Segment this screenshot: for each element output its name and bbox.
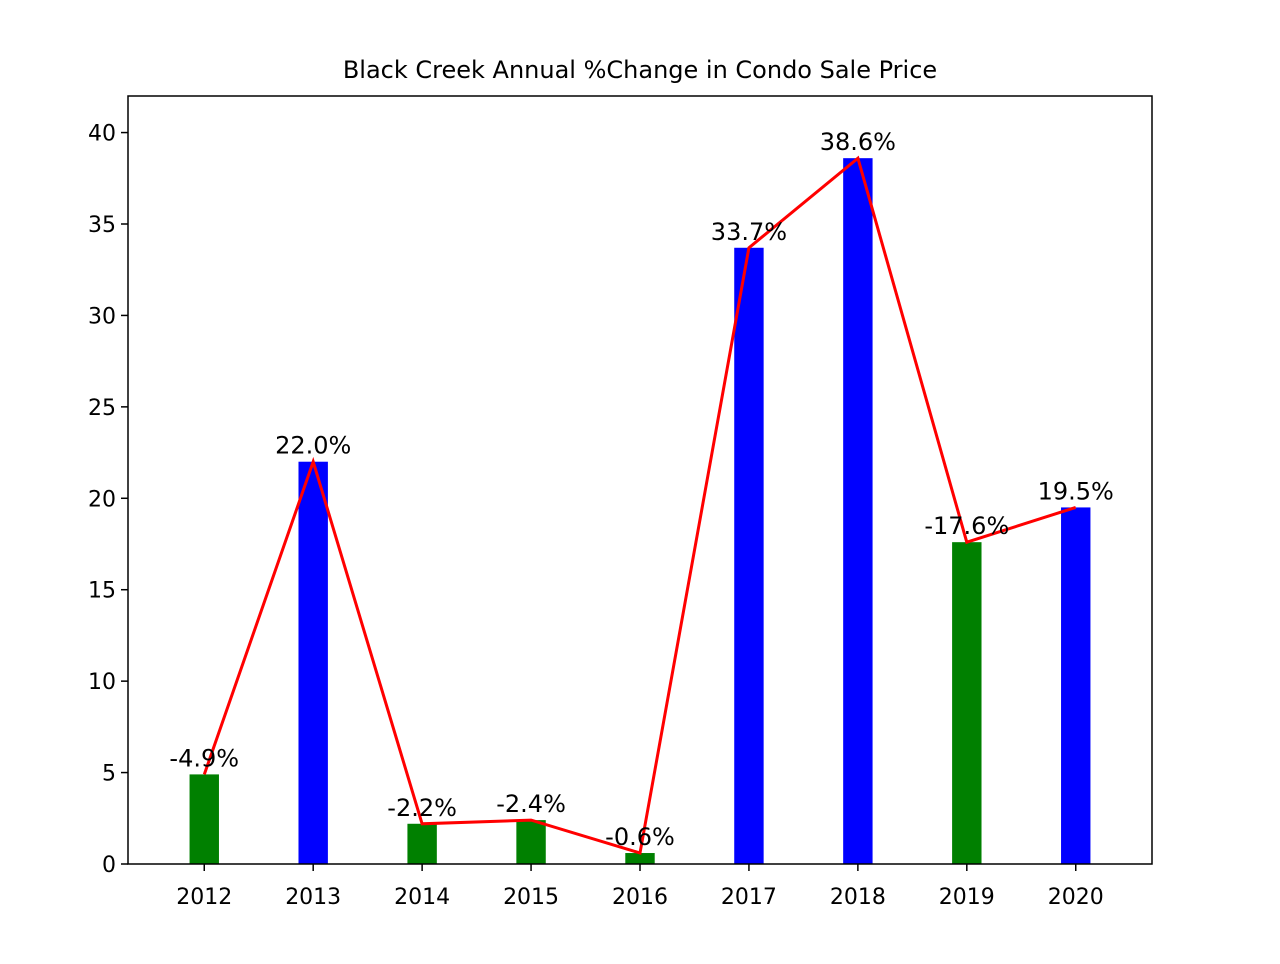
- x-tick-label: 2016: [612, 885, 668, 910]
- bar-2013: [298, 461, 328, 864]
- x-tick-label: 2015: [503, 885, 559, 910]
- data-label-2019: -17.6%: [924, 512, 1009, 540]
- x-tick-label: 2019: [939, 885, 995, 910]
- data-label-2015: -2.4%: [496, 790, 566, 818]
- bar-2016: [625, 853, 655, 864]
- bars-layer: [189, 158, 1091, 864]
- x-tick-label: 2014: [394, 885, 450, 910]
- chart-title: Black Creek Annual %Change in Condo Sale…: [343, 56, 937, 84]
- bar-2014: [407, 823, 437, 864]
- y-tick-label: 15: [88, 579, 116, 604]
- y-tick-label: 10: [88, 670, 116, 695]
- trend-line: [202, 155, 1077, 855]
- data-label-2014: -2.2%: [387, 794, 457, 822]
- bar-2012: [189, 774, 219, 864]
- bar-2020: [1061, 507, 1091, 864]
- data-labels-layer: -4.9% 22.0% -2.2% -2.4% -0.6% 33.7% 38.6% -17.6…: [169, 128, 1113, 851]
- x-tick-label: 2017: [721, 885, 777, 910]
- x-tick-label: 2018: [830, 885, 886, 910]
- bar-2019: [952, 542, 982, 864]
- y-tick-label: 30: [88, 304, 116, 329]
- y-tick-label: 35: [88, 213, 116, 238]
- data-label-2020: 19.5%: [1038, 477, 1114, 505]
- data-label-2018: 38.6%: [820, 128, 896, 156]
- data-label-2013: 22.0%: [275, 432, 351, 460]
- data-label-2012: -4.9%: [169, 744, 239, 772]
- plot-frame: [127, 95, 1153, 865]
- bar-2018: [843, 158, 873, 864]
- y-tick-label: 25: [88, 396, 116, 421]
- y-tick-label: 20: [88, 487, 116, 512]
- axes-layer: 0 5 10 15 20 25 30 35 40 2012 2013 2014 2015 2016 2017…: [88, 95, 1153, 910]
- data-label-2016: -0.6%: [605, 823, 675, 851]
- bar-2015: [516, 820, 546, 864]
- x-tick-label: 2013: [285, 885, 341, 910]
- y-tick-label: 5: [102, 762, 116, 787]
- trend-line-layer: [202, 155, 1077, 855]
- x-tick-label: 2020: [1048, 885, 1104, 910]
- data-label-2017: 33.7%: [711, 218, 787, 246]
- y-tick-label: 0: [102, 853, 116, 878]
- bar-2017: [734, 247, 764, 864]
- x-tick-label: 2012: [176, 885, 232, 910]
- y-tick-label: 40: [88, 122, 116, 147]
